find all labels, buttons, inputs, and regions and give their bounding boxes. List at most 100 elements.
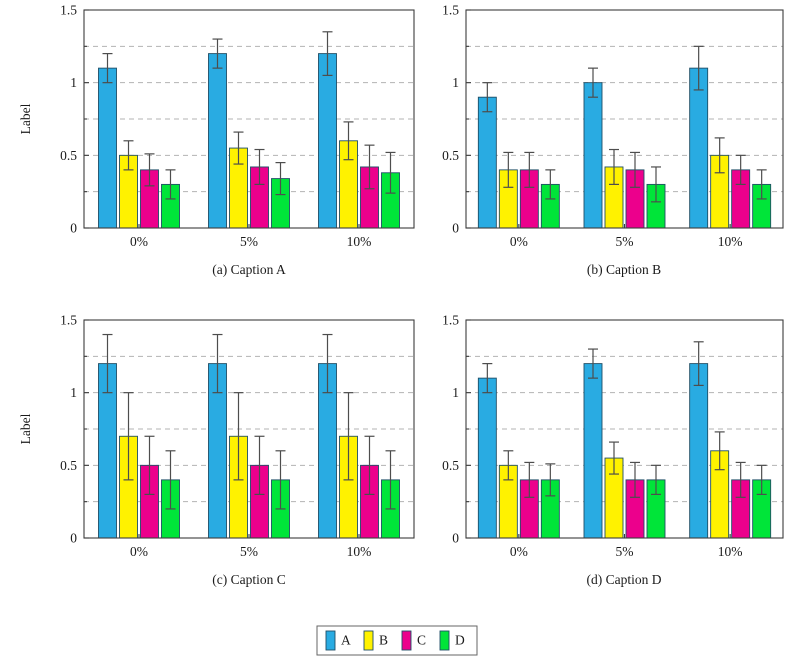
ytick-label-d-3: 1.5 — [442, 313, 459, 328]
errorbar-b-5pct-B — [609, 148, 619, 185]
bar-d-10pct-A[interactable] — [689, 363, 709, 539]
ytick-label-c-0: 0 — [70, 531, 77, 546]
bar-a-5pct-A[interactable] — [208, 53, 227, 229]
bar-b-5pct-A[interactable] — [583, 82, 603, 229]
errorbar-a-10pct-C — [364, 144, 375, 190]
bar-group-b-2 — [689, 45, 772, 229]
bar-group-c-0 — [98, 333, 180, 539]
ytick-label-a-0: 0 — [70, 221, 77, 236]
errorbar-c-0pct-D — [165, 450, 176, 510]
legend-swatch-D[interactable] — [439, 630, 450, 651]
xtick-label-b-2: 10% — [718, 234, 743, 249]
legend-box — [316, 625, 478, 656]
legend-swatch-A[interactable] — [325, 630, 336, 651]
errorbar-a-0pct-D — [165, 169, 176, 200]
errorbar-d-0pct-A — [482, 363, 493, 394]
bar-d-5pct-A[interactable] — [583, 363, 603, 539]
bar-a-0pct-A[interactable] — [98, 67, 117, 229]
chart-panel-b: 0 0.5 1 1.5 0% 5% 10% (b) Caption B — [442, 3, 784, 277]
ytick-label-b-1: 0.5 — [442, 148, 459, 163]
errorbar-c-10pct-B — [343, 392, 354, 481]
ytick-label-a-1: 0.5 — [60, 148, 77, 163]
errorbar-c-0pct-C — [144, 435, 155, 495]
errorbar-c-0pct-B — [123, 392, 134, 481]
panel-caption-c: (c) Caption C — [212, 572, 286, 587]
chart-panel-d: 0 0.5 1 1.5 0% 5% 10% (d) Caption D — [442, 313, 784, 587]
errorbar-a-0pct-B — [123, 140, 134, 171]
ytick-label-b-3: 1.5 — [442, 3, 459, 18]
xtick-label-c-2: 10% — [347, 544, 372, 559]
legend-swatch-C[interactable] — [401, 630, 412, 651]
xtick-label-c-1: 5% — [240, 544, 258, 559]
errorbar-a-0pct-A — [102, 52, 113, 84]
ytick-label-c-3: 1.5 — [60, 313, 77, 328]
errorbar-d-5pct-B — [609, 441, 619, 475]
bar-group-b-0 — [477, 82, 560, 229]
errorbar-d-10pct-A — [693, 341, 704, 386]
legend-label-D: D — [455, 633, 465, 648]
panel-caption-a: (a) Caption A — [212, 262, 286, 277]
errorbar-c-5pct-A — [212, 333, 223, 394]
errorbar-d-0pct-B — [503, 450, 514, 481]
errorbar-c-10pct-C — [364, 435, 375, 495]
bar-group-c-1 — [208, 333, 290, 539]
ytick-label-b-0: 0 — [452, 221, 459, 236]
errorbar-d-5pct-D — [651, 464, 661, 495]
chart-panel-c: 0 0.5 1 1.5 0% 5% 10% Label (c) Caption C — [18, 313, 415, 587]
errorbar-b-0pct-B — [503, 151, 514, 188]
errorbar-d-0pct-C — [524, 461, 535, 498]
errorbar-c-5pct-D — [275, 450, 286, 510]
ytick-label-c-2: 1 — [70, 385, 77, 400]
errorbar-d-5pct-C — [630, 461, 640, 498]
xtick-label-b-0: 0% — [510, 234, 528, 249]
ytick-label-d-1: 0.5 — [442, 458, 459, 473]
errorbar-b-10pct-C — [735, 154, 746, 185]
errorbar-b-5pct-C — [630, 151, 640, 188]
legend-label-B: B — [379, 633, 388, 648]
bar-a-10pct-A[interactable] — [318, 53, 337, 229]
errorbar-c-10pct-D — [385, 450, 396, 510]
errorbar-b-5pct-D — [651, 166, 661, 203]
errorbar-a-0pct-C — [144, 153, 155, 187]
xtick-label-c-0: 0% — [130, 544, 148, 559]
legend-label-A: A — [341, 633, 351, 648]
errorbar-b-10pct-D — [756, 169, 767, 200]
y-axis-title-c: Label — [18, 413, 33, 444]
errorbar-a-10pct-D — [385, 151, 396, 194]
errorbar-a-5pct-B — [233, 131, 244, 165]
ytick-label-d-2: 1 — [452, 385, 459, 400]
panel-group: 00.511.50% 5% 10%Label(a) Caption A00.511.… — [18, 3, 784, 587]
errorbar-a-5pct-C — [254, 148, 265, 185]
ytick-label-a-3: 1.5 — [60, 3, 77, 18]
legend-label-C: C — [417, 633, 426, 648]
errorbar-d-10pct-D — [756, 464, 767, 495]
errorbar-c-0pct-A — [102, 333, 113, 394]
errorbar-b-5pct-A — [588, 67, 598, 98]
errorbar-c-5pct-B — [233, 392, 244, 481]
figure-legend: A B C D — [316, 625, 478, 656]
xtick-label-a-0: 0% — [130, 234, 148, 249]
xtick-label-a-2: 10% — [347, 234, 372, 249]
errorbar-d-0pct-D — [545, 463, 556, 497]
ytick-label-a-2: 1 — [70, 75, 77, 90]
errorbar-b-10pct-A — [693, 45, 704, 91]
xtick-label-b-1: 5% — [616, 234, 634, 249]
errorbar-b-0pct-D — [545, 169, 556, 200]
errorbar-c-10pct-A — [322, 333, 333, 394]
bar-group-d-1 — [583, 348, 666, 539]
xtick-label-a-1: 5% — [240, 234, 258, 249]
ytick-label-c-1: 0.5 — [60, 458, 77, 473]
legend-swatch-B[interactable] — [363, 630, 374, 651]
xtick-label-d-1: 5% — [616, 544, 634, 559]
errorbar-a-10pct-A — [322, 31, 333, 77]
bar-b-0pct-A[interactable] — [477, 96, 497, 229]
panel-caption-b: (b) Caption B — [587, 262, 661, 277]
bar-b-10pct-A[interactable] — [689, 67, 709, 229]
errorbar-d-10pct-C — [735, 461, 746, 498]
ytick-label-d-0: 0 — [452, 531, 459, 546]
errorbar-d-10pct-B — [714, 431, 725, 471]
xtick-label-d-0: 0% — [510, 544, 528, 559]
panel-caption-d: (d) Caption D — [587, 572, 662, 587]
bar-d-0pct-A[interactable] — [477, 377, 497, 539]
